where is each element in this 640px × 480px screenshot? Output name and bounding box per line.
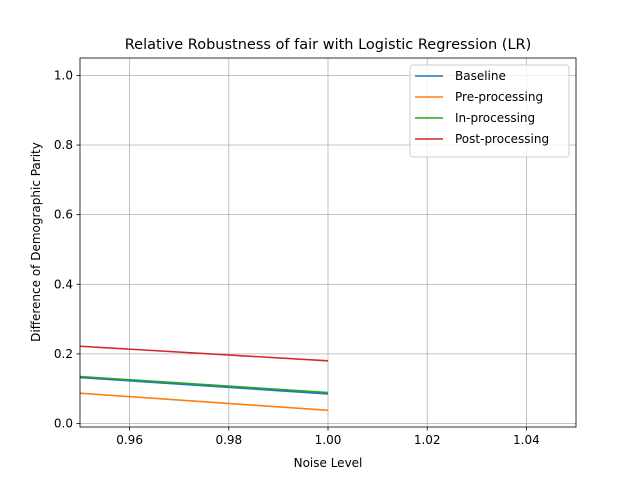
series-lines (79, 345, 329, 412)
chart-title: Relative Robustness of fair with Logisti… (125, 37, 532, 53)
legend-label-baseline: Baseline (455, 69, 506, 83)
series-line-post-processing (79, 345, 329, 362)
series-line-pre-processing (79, 392, 329, 412)
x-tick-label: 1.02 (414, 433, 441, 447)
legend-label-in-processing: In-processing (455, 111, 535, 125)
legend: Baseline Pre-processing In-processing Post-… (409, 64, 570, 158)
y-tick-label: 0.4 (54, 277, 73, 291)
y-tick-label: 0.2 (54, 347, 73, 361)
x-tick-label: 0.98 (215, 433, 242, 447)
y-tick-label: 1.0 (54, 68, 73, 82)
y-tick-label: 0.6 (54, 208, 73, 222)
x-tick-label: 1.04 (513, 433, 540, 447)
y-tick-label: 0.0 (54, 417, 73, 431)
x-tick-label: 0.96 (116, 433, 143, 447)
x-axis-ticks: 0.96 0.98 1.00 1.02 1.04 (116, 427, 540, 447)
y-axis-ticks: 0.0 0.2 0.4 0.6 0.8 1.0 (54, 68, 80, 431)
x-axis-label: Noise Level (294, 456, 363, 470)
x-tick-label: 1.00 (315, 433, 342, 447)
legend-box (409, 64, 570, 158)
legend-label-pre-processing: Pre-processing (455, 90, 543, 104)
y-tick-label: 0.8 (54, 138, 73, 152)
series-line-baseline (79, 376, 329, 395)
legend-label-post-processing: Post-processing (455, 132, 549, 146)
y-axis-label: Difference of Demographic Parity (29, 142, 43, 342)
series-line-in-processing (79, 375, 329, 394)
